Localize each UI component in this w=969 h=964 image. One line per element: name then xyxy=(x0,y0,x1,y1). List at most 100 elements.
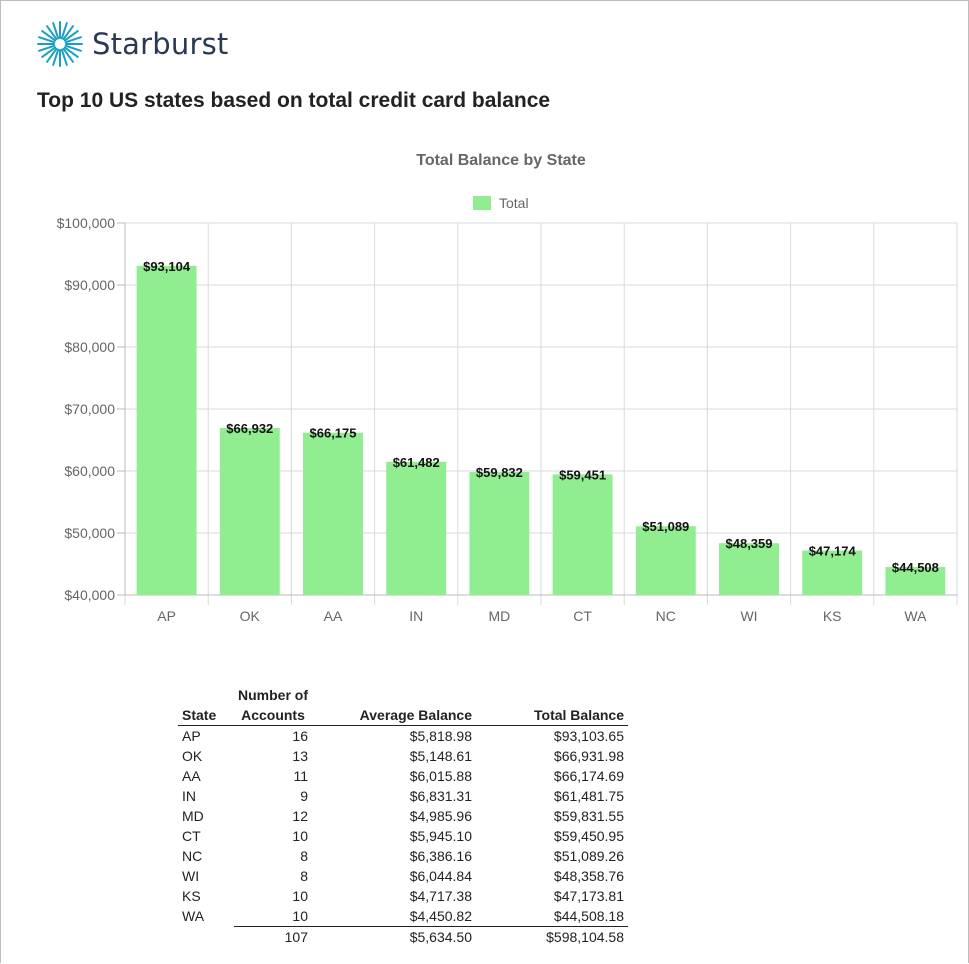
x-tick-label: AP xyxy=(157,608,176,624)
cell-total: $66,931.98 xyxy=(553,748,624,764)
totals-label xyxy=(178,927,234,948)
cell-average: $6,831.31 xyxy=(409,788,472,804)
x-tick-label: KS xyxy=(823,608,842,624)
cell-total: $51,089.26 xyxy=(553,848,624,864)
cell-state: OK xyxy=(182,748,203,764)
y-tick-label: $90,000 xyxy=(64,277,115,293)
cell-total: $47,173.81 xyxy=(553,888,624,904)
col-header-state: State xyxy=(178,705,234,726)
totals-accounts: 107 xyxy=(234,926,312,947)
x-tick-label: MD xyxy=(489,608,511,624)
bar xyxy=(635,526,696,595)
col-header-accounts: Accounts xyxy=(234,705,312,726)
table-row: IN 9 $6,831.31 $61,481.75 xyxy=(178,786,628,806)
cell-state: NC xyxy=(182,848,203,864)
bar xyxy=(802,550,863,595)
col-header-total: Total Balance xyxy=(476,705,628,726)
cell-accounts: 11 xyxy=(293,768,308,784)
bar xyxy=(552,474,613,595)
bar-data-label: $44,508 xyxy=(892,560,939,575)
cell-state: CT xyxy=(182,828,201,844)
cell-average: $4,985.96 xyxy=(409,808,472,824)
summary-table-wrap: Number of State Accounts Average Balance… xyxy=(178,685,628,947)
brand-logo: Starburst xyxy=(36,20,228,68)
bar-data-label: $59,451 xyxy=(559,467,606,482)
bar xyxy=(136,265,197,595)
bar-data-label: $66,932 xyxy=(226,421,273,436)
cell-state: WA xyxy=(182,908,205,925)
cell-accounts: 8 xyxy=(300,868,308,884)
chart-title: Total Balance by State xyxy=(416,152,586,169)
y-tick-label: $80,000 xyxy=(64,339,115,355)
table-row: MD 12 $4,985.96 $59,831.55 xyxy=(178,806,628,826)
x-tick-label: WA xyxy=(904,608,927,624)
cell-accounts: 13 xyxy=(292,748,308,764)
cell-total: $59,831.55 xyxy=(553,808,624,824)
bar-data-label: $61,482 xyxy=(393,455,440,470)
summary-table: Number of State Accounts Average Balance… xyxy=(178,685,628,947)
table-row: OK 13 $5,148.61 $66,931.98 xyxy=(178,746,628,766)
legend-swatch xyxy=(473,196,491,210)
x-tick-label: AA xyxy=(324,608,343,624)
y-tick-label: $100,000 xyxy=(57,215,116,231)
table-row: CT 10 $5,945.10 $59,450.95 xyxy=(178,826,628,846)
table-row: AP 16 $5,818.98 $93,103.65 xyxy=(178,726,628,747)
x-tick-label: CT xyxy=(573,608,592,624)
starburst-icon xyxy=(37,21,83,67)
bar-chart: Total Balance by State Total $40,000 $50,00… xyxy=(57,152,958,624)
table-row: WA 10 $4,450.82 $44,508.18 xyxy=(178,906,628,927)
y-tick-label: $40,000 xyxy=(64,587,115,603)
cell-accounts: 9 xyxy=(300,788,308,804)
cell-state: KS xyxy=(182,888,201,904)
cell-accounts: 10 xyxy=(292,908,308,924)
bar xyxy=(885,567,946,595)
totals-total: $598,104.58 xyxy=(476,926,628,947)
cell-accounts: 8 xyxy=(300,848,308,864)
cell-accounts: 16 xyxy=(292,728,308,744)
legend-label: Total xyxy=(499,195,529,211)
bar xyxy=(386,461,447,595)
bar-data-label: $48,359 xyxy=(726,536,773,551)
cell-average: $6,044.84 xyxy=(409,868,472,884)
table-row: KS 10 $4,717.38 $47,173.81 xyxy=(178,886,628,906)
y-tick-label: $70,000 xyxy=(64,401,115,417)
y-tick-label: $50,000 xyxy=(64,525,115,541)
cell-average: $6,386.16 xyxy=(409,848,472,864)
bar-data-label: $51,089 xyxy=(642,519,689,534)
x-tick-label: IN xyxy=(409,608,423,624)
cell-state: IN xyxy=(182,788,196,804)
cell-accounts: 10 xyxy=(292,828,308,844)
cell-state: MD xyxy=(182,808,204,824)
bar xyxy=(719,543,779,595)
cell-average: $4,450.82 xyxy=(409,908,472,924)
cell-state: WI xyxy=(182,868,200,884)
totals-average: $5,634.50 xyxy=(312,926,476,947)
brand-name: Starburst xyxy=(92,27,229,61)
cell-state: AP xyxy=(182,728,201,744)
cell-total: $66,174.69 xyxy=(553,768,624,784)
cell-average: $4,717.38 xyxy=(409,888,472,904)
bar xyxy=(303,432,363,595)
bar-data-label: $66,175 xyxy=(310,426,357,441)
bar-data-label: $93,104 xyxy=(143,259,191,274)
cell-average: $5,818.98 xyxy=(409,728,472,744)
cell-average: $5,148.61 xyxy=(409,748,472,764)
x-tick-label: NC xyxy=(656,608,676,624)
col-header-average: Average Balance xyxy=(312,705,476,726)
cell-total: $48,358.76 xyxy=(553,868,624,884)
bar xyxy=(219,428,280,595)
cell-total: $93,103.65 xyxy=(553,728,624,744)
bar-data-label: $47,174 xyxy=(809,544,857,559)
bar-data-label: $59,832 xyxy=(476,465,523,480)
cell-total: $61,481.75 xyxy=(553,788,624,804)
cell-accounts: 10 xyxy=(292,888,308,904)
cell-average: $6,015.88 xyxy=(409,768,472,784)
table-row: NC 8 $6,386.16 $51,089.26 xyxy=(178,846,628,866)
cell-average: $5,945.10 xyxy=(409,828,472,844)
table-row: AA 11 $6,015.88 $66,174.69 xyxy=(178,766,628,786)
y-tick-label: $60,000 xyxy=(64,463,115,479)
col-header-accounts-line1: Number of xyxy=(238,687,308,703)
bar xyxy=(469,472,530,595)
cell-state: AA xyxy=(182,768,201,784)
x-tick-label: WI xyxy=(740,608,757,624)
